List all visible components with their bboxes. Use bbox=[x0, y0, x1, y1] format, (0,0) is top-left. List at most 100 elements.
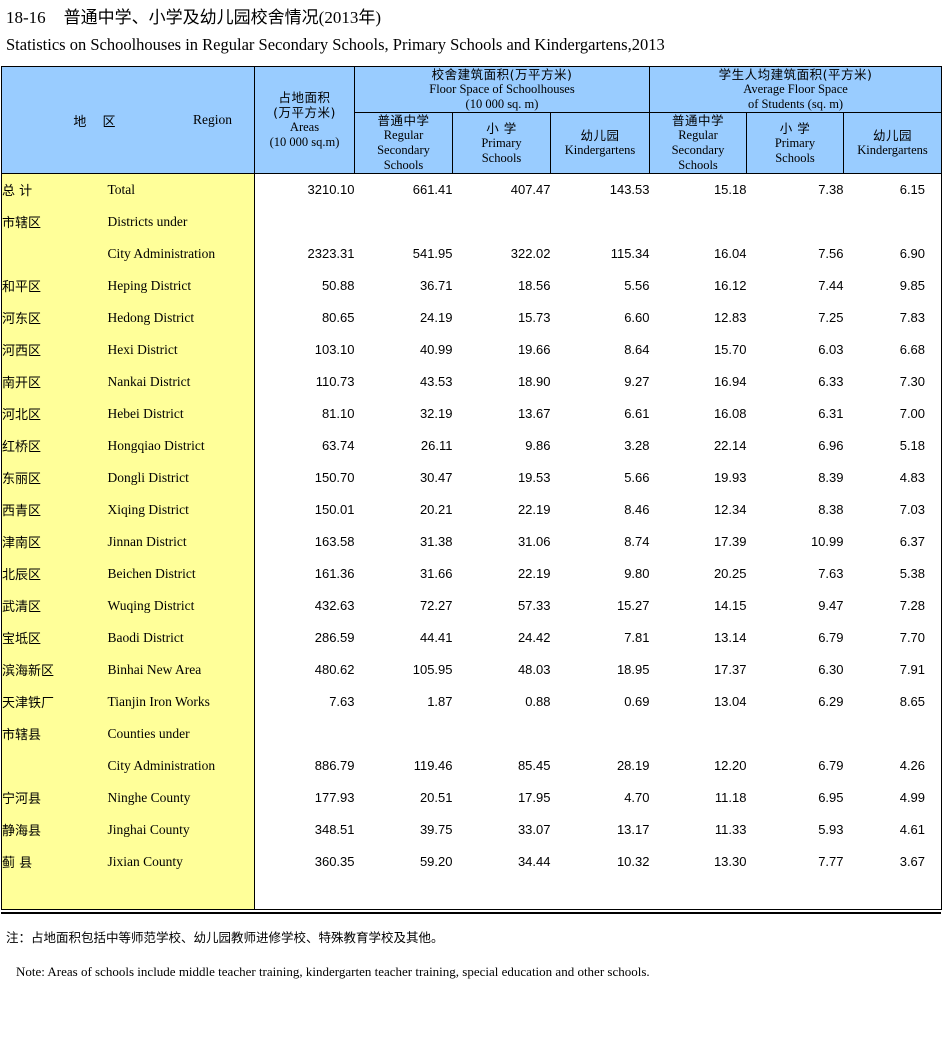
table-header: 地 区 Region 占地面积 (万平方米) Areas (10 000 sq.… bbox=[1, 66, 942, 174]
row-label-en: Hongqiao District bbox=[107, 429, 255, 462]
cell-value: 9.86 bbox=[452, 429, 551, 462]
header-avg-primary-cn: 小 学 bbox=[779, 120, 811, 136]
header-floor-secondary-en3: Schools bbox=[383, 158, 424, 172]
cell-value: 7.81 bbox=[550, 621, 650, 654]
row-label-cn bbox=[1, 877, 108, 910]
table-row: 宝坻区 Baodi District 286.59 44.41 24.42 7.81 13.… bbox=[1, 621, 942, 654]
cell-value: 115.34 bbox=[550, 237, 650, 270]
cell-value: 8.39 bbox=[746, 461, 844, 494]
cell-value: 105.95 bbox=[354, 653, 453, 686]
cell-value: 7.83 bbox=[843, 301, 942, 334]
cell-value: 20.25 bbox=[649, 557, 747, 590]
cell-value: 19.66 bbox=[452, 333, 551, 366]
cell-value: 5.93 bbox=[746, 813, 844, 846]
cell-value: 3.28 bbox=[550, 429, 650, 462]
row-label-en: Districts under bbox=[107, 205, 255, 238]
cell-value: 31.06 bbox=[452, 525, 551, 558]
cell-value: 22.14 bbox=[649, 429, 747, 462]
row-label-cn: 总 计 bbox=[1, 173, 108, 206]
cell-value: 119.46 bbox=[354, 749, 453, 782]
cell-value: 161.36 bbox=[254, 557, 355, 590]
cell-value: 16.94 bbox=[649, 365, 747, 398]
row-label-en: Hebei District bbox=[107, 397, 255, 430]
cell-value bbox=[452, 717, 551, 750]
bottom-rule bbox=[1, 912, 941, 914]
cell-value: 661.41 bbox=[354, 173, 453, 206]
cell-value: 6.29 bbox=[746, 685, 844, 718]
header-areas: 占地面积 (万平方米) Areas (10 000 sq.m) bbox=[254, 66, 355, 174]
cell-value bbox=[254, 877, 355, 910]
cell-value: 7.00 bbox=[843, 397, 942, 430]
cell-value: 6.31 bbox=[746, 397, 844, 430]
cell-value: 432.63 bbox=[254, 589, 355, 622]
cell-value: 6.95 bbox=[746, 781, 844, 814]
cell-value: 57.33 bbox=[452, 589, 551, 622]
cell-value bbox=[843, 877, 942, 910]
cell-value: 7.70 bbox=[843, 621, 942, 654]
cell-value: 4.70 bbox=[550, 781, 650, 814]
cell-value: 4.61 bbox=[843, 813, 942, 846]
header-areas-en-unit: (10 000 sq.m) bbox=[269, 135, 340, 149]
cell-value: 286.59 bbox=[254, 621, 355, 654]
cell-value: 4.83 bbox=[843, 461, 942, 494]
cell-value: 7.03 bbox=[843, 493, 942, 526]
cell-value: 5.18 bbox=[843, 429, 942, 462]
cell-value: 3.67 bbox=[843, 845, 942, 878]
row-label-en: Total bbox=[107, 173, 255, 206]
row-label-cn: 蓟 县 bbox=[1, 845, 108, 878]
row-label-en: Nankai District bbox=[107, 365, 255, 398]
row-label-cn: 河西区 bbox=[1, 333, 108, 366]
cell-value: 1.87 bbox=[354, 685, 453, 718]
cell-value: 16.12 bbox=[649, 269, 747, 302]
cell-value: 44.41 bbox=[354, 621, 453, 654]
header-region: 地 区 Region bbox=[1, 66, 255, 174]
cell-value: 7.63 bbox=[254, 685, 355, 718]
cell-value: 10.99 bbox=[746, 525, 844, 558]
table-row bbox=[1, 877, 942, 910]
cell-value: 50.88 bbox=[254, 269, 355, 302]
table-row: 和平区 Heping District 50.88 36.71 18.56 5.56 16.… bbox=[1, 269, 942, 302]
header-group-avg-en: Average Floor Space bbox=[743, 82, 848, 96]
cell-value: 20.21 bbox=[354, 493, 453, 526]
cell-value: 12.83 bbox=[649, 301, 747, 334]
cell-value: 407.47 bbox=[452, 173, 551, 206]
row-label-en: Ninghe County bbox=[107, 781, 255, 814]
cell-value: 11.18 bbox=[649, 781, 747, 814]
row-label-en: Xiqing District bbox=[107, 493, 255, 526]
cell-value bbox=[254, 205, 355, 238]
cell-value: 7.44 bbox=[746, 269, 844, 302]
cell-value: 24.42 bbox=[452, 621, 551, 654]
cell-value: 6.61 bbox=[550, 397, 650, 430]
cell-value: 39.75 bbox=[354, 813, 453, 846]
table-row: 津南区 Jinnan District 163.58 31.38 31.06 8.74 17… bbox=[1, 525, 942, 558]
row-label-en: Jixian County bbox=[107, 845, 255, 878]
row-label-cn: 河北区 bbox=[1, 397, 108, 430]
table-row: 西青区 Xiqing District 150.01 20.21 22.19 8.46 12… bbox=[1, 493, 942, 526]
row-label-cn bbox=[1, 749, 108, 782]
row-label-en: Jinnan District bbox=[107, 525, 255, 558]
cell-value: 59.20 bbox=[354, 845, 453, 878]
cell-value: 6.37 bbox=[843, 525, 942, 558]
header-floor-kinder-en: Kindergartens bbox=[564, 143, 636, 157]
cell-value: 18.56 bbox=[452, 269, 551, 302]
table-row: 河北区 Hebei District 81.10 32.19 13.67 6.61 16.0… bbox=[1, 397, 942, 430]
cell-value: 6.90 bbox=[843, 237, 942, 270]
header-avg-secondary-cn: 普通中学 bbox=[671, 113, 724, 128]
cell-value: 81.10 bbox=[254, 397, 355, 430]
table-row: 宁河县 Ninghe County 177.93 20.51 17.95 4.70 11.1… bbox=[1, 781, 942, 814]
row-label-en: City Administration bbox=[107, 749, 255, 782]
row-label-en: Binhai New Area bbox=[107, 653, 255, 686]
cell-value bbox=[746, 205, 844, 238]
row-label-cn: 红桥区 bbox=[1, 429, 108, 462]
table-row: 市辖区 Districts under bbox=[1, 205, 942, 238]
cell-value: 5.56 bbox=[550, 269, 650, 302]
cell-value: 19.93 bbox=[649, 461, 747, 494]
cell-value: 7.56 bbox=[746, 237, 844, 270]
cell-value: 9.47 bbox=[746, 589, 844, 622]
header-group-avg-cn: 学生人均建筑面积(平方米) bbox=[718, 67, 873, 82]
header-avg-primary-en2: Schools bbox=[775, 150, 815, 165]
cell-value: 7.91 bbox=[843, 653, 942, 686]
cell-value: 143.53 bbox=[550, 173, 650, 206]
row-label-en: Hexi District bbox=[107, 333, 255, 366]
row-label-en: Beichen District bbox=[107, 557, 255, 590]
